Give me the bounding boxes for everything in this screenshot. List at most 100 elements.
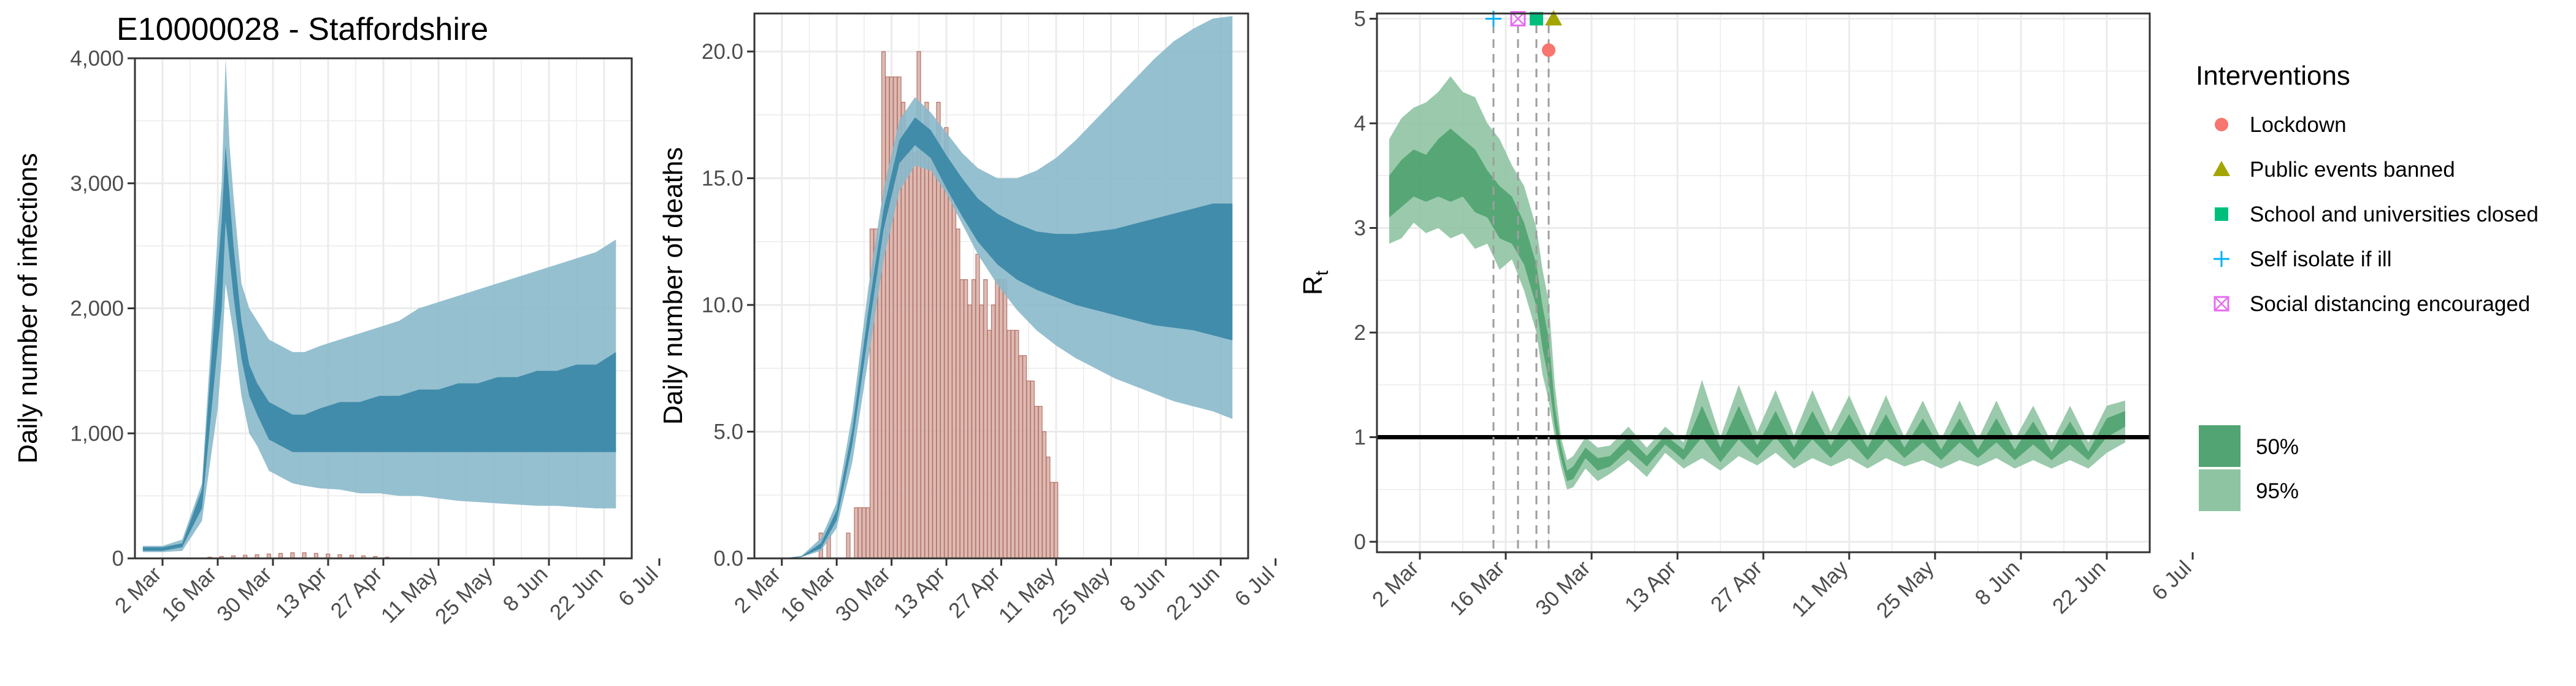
bar — [1054, 482, 1059, 559]
bar — [928, 152, 933, 559]
bar — [1022, 355, 1027, 559]
boxed-x-icon — [2214, 296, 2229, 312]
square-icon — [2215, 207, 2228, 221]
legend-item-label: School and universities closed — [2250, 202, 2539, 226]
bar — [964, 279, 968, 559]
x-tick-label: 27 Apr — [326, 562, 387, 623]
bar — [854, 507, 859, 559]
x-tick-label: 27 Apr — [944, 562, 1005, 623]
y-tick-label: 2,000 — [70, 297, 124, 321]
y-tick-label: 15.0 — [702, 166, 743, 190]
bar — [1046, 457, 1051, 559]
x-tick-label: 2 Mar — [1368, 556, 1424, 612]
y-axis: 0 1,000 2,000 3,000 4,000 — [70, 47, 135, 571]
y-tick-label: 4,000 — [70, 47, 124, 71]
y-tick-label: 1 — [1354, 425, 1366, 449]
y-axis-label-main: R — [1298, 276, 1328, 295]
bar — [1006, 330, 1011, 559]
bar — [885, 76, 890, 559]
bar — [905, 152, 910, 559]
y-tick-label: 20.0 — [702, 40, 743, 64]
x-tick-label: 8 Jun — [499, 562, 553, 616]
lockdown-marker — [1542, 43, 1555, 57]
bar — [1010, 330, 1016, 559]
bar — [1034, 406, 1039, 559]
x-tick-label: 25 May — [1872, 556, 1939, 623]
x-tick-label: 11 May — [994, 562, 1060, 628]
y-tick-label: 5 — [1354, 7, 1366, 31]
legend-ci-95: 95% — [2199, 469, 2299, 511]
bar — [877, 253, 882, 559]
x-tick-label: 11 May — [377, 562, 442, 628]
y-tick-label: 1,000 — [70, 422, 124, 445]
x-tick-label: 25 May — [431, 562, 497, 629]
y-axis: 0.0 5.0 10.0 15.0 20.0 — [702, 40, 754, 571]
bar — [1030, 380, 1035, 559]
legend-item-label: Social distancing encouraged — [2250, 292, 2530, 316]
bar — [913, 152, 918, 559]
legend-item-label: Self isolate if ill — [2250, 247, 2391, 271]
boxed-x-icon-lines — [2214, 296, 2229, 311]
legend-item-public-events-banned: Public events banned — [2213, 158, 2455, 182]
bar — [1018, 355, 1023, 559]
x-tick-label: 6 Jul — [1230, 562, 1279, 611]
y-tick-label: 0 — [112, 547, 124, 571]
x-tick-label: 22 Jun — [2048, 556, 2110, 619]
bars — [818, 51, 1059, 559]
y-axis-label: Rt — [1298, 270, 1332, 295]
bar — [920, 127, 926, 559]
bar — [995, 279, 1000, 559]
legend-item-social-distancing-encouraged: Social distancing encouraged — [2214, 292, 2530, 316]
x-tick-label: 8 Jun — [1971, 556, 2025, 610]
y-axis-label: Daily number of infections — [13, 153, 43, 463]
y-tick-label: 4 — [1354, 112, 1366, 136]
y-tick-label: 0 — [1354, 530, 1366, 554]
legend-item-lockdown: Lockdown — [2215, 113, 2347, 137]
bar — [967, 304, 972, 559]
legend-item-label: Lockdown — [2250, 113, 2347, 137]
schools-marker — [1530, 12, 1543, 26]
bar — [1049, 482, 1054, 559]
bar — [924, 102, 929, 559]
legend-interventions-title: Interventions — [2196, 61, 2350, 91]
legend-ci-label: 95% — [2256, 479, 2299, 503]
bar — [932, 152, 937, 559]
bar — [908, 127, 913, 559]
ci-band-50 — [142, 145, 616, 551]
bar — [956, 228, 960, 559]
chart-title: E10000028 - Staffordshire — [117, 12, 488, 47]
bar — [987, 330, 992, 559]
plus-icon — [2214, 251, 2229, 267]
bar — [889, 76, 894, 559]
x-tick-label: 22 Jun — [545, 562, 608, 625]
x-tick-label: 6 Jul — [2147, 556, 2196, 605]
y-tick-label: 5.0 — [713, 420, 743, 444]
y-tick-label: 3,000 — [70, 172, 124, 196]
y-axis-label: Daily number of deaths — [658, 147, 688, 425]
bar — [1014, 330, 1019, 559]
bars — [207, 552, 389, 559]
x-tick-label: 6 Jul — [614, 562, 663, 611]
lockdown-icon — [2215, 118, 2228, 131]
legend-ci-swatch — [2199, 425, 2241, 467]
bar — [999, 279, 1003, 559]
bar — [846, 533, 851, 559]
bar — [959, 279, 964, 559]
y-axis: 0 1 2 3 4 5 — [1354, 7, 1377, 554]
legend-ci-label: 50% — [2256, 435, 2299, 459]
legend: Interventions Lockdown Public events banne… — [2196, 61, 2539, 511]
ci-band-95 — [762, 16, 1233, 559]
y-tick-label: 2 — [1354, 321, 1366, 345]
bar — [951, 203, 957, 559]
x-tick-label: 16 Mar — [157, 562, 221, 626]
bar — [862, 507, 867, 559]
bar — [1041, 431, 1047, 559]
bar — [983, 279, 988, 559]
bar — [1026, 380, 1031, 559]
